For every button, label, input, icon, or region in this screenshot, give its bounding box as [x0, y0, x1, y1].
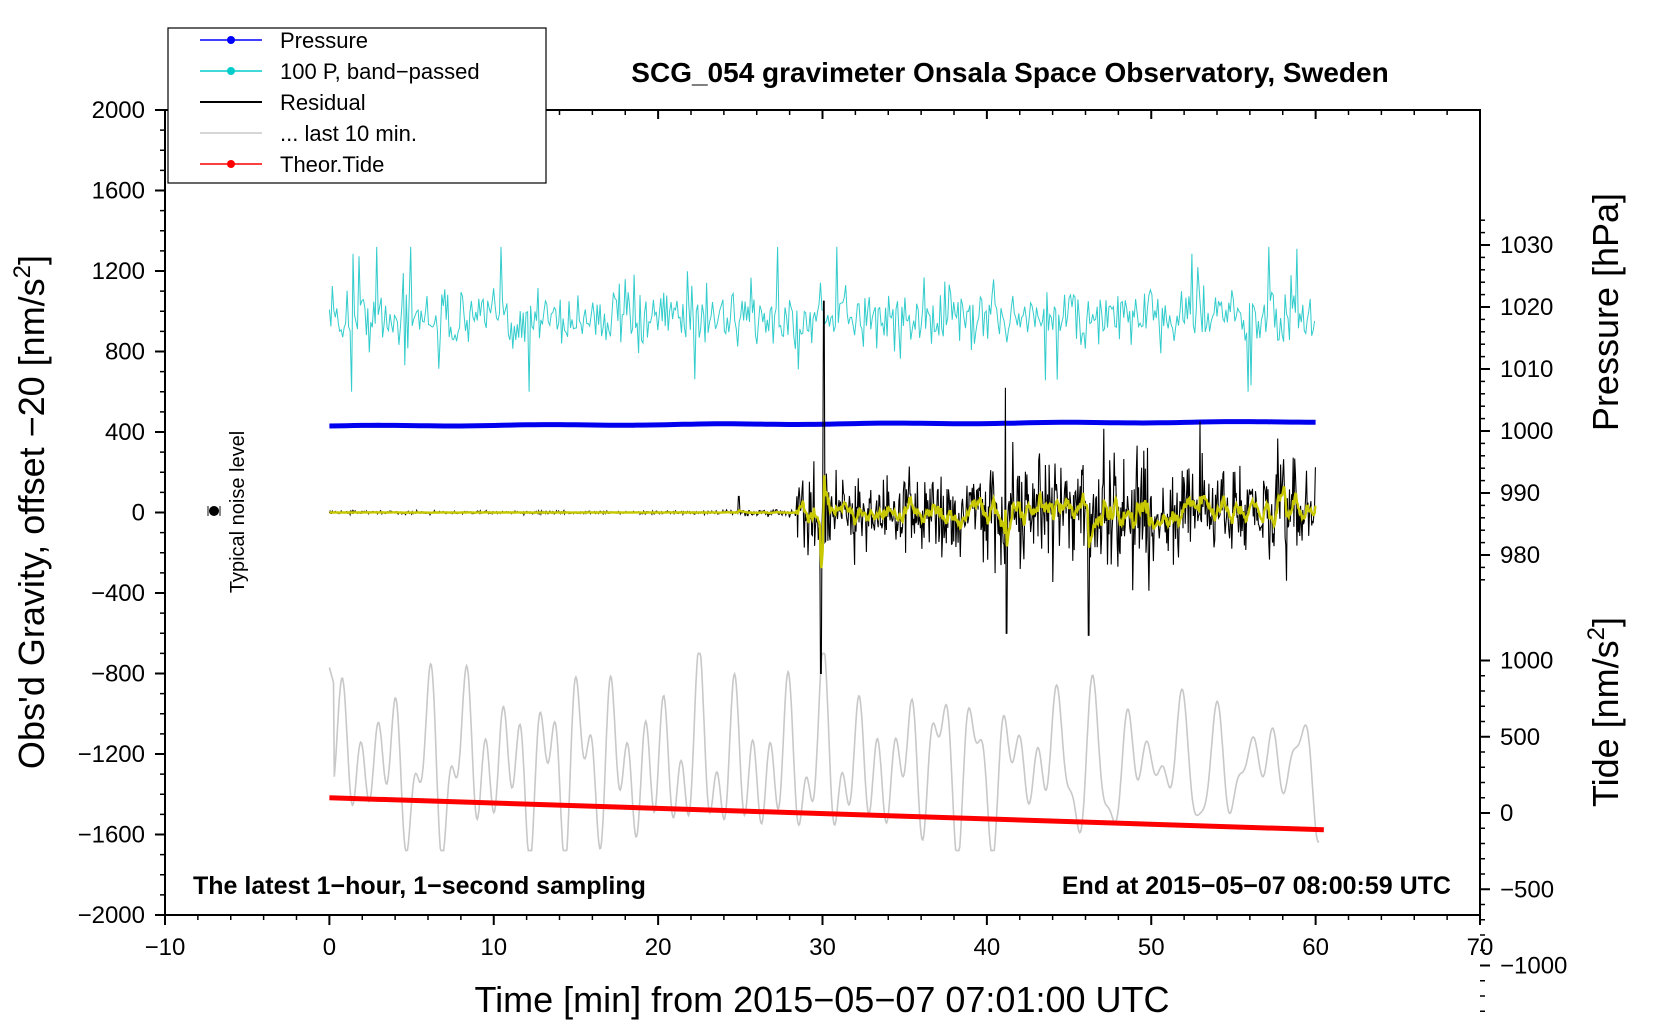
y-tick-label: −400 — [91, 580, 145, 607]
legend-marker — [227, 160, 235, 168]
series-residual — [328, 300, 1316, 675]
legend-label: 100 P, band−passed — [280, 59, 480, 84]
chart-title: SCG_054 gravimeter Onsala Space Observat… — [631, 57, 1388, 88]
x-tick-label: 40 — [974, 934, 1001, 961]
y-tick-label: 800 — [105, 339, 145, 366]
series-residual-smoothed — [329, 475, 1317, 569]
y-tick-label: −1200 — [78, 741, 145, 768]
y-axis-label-tide-main: Tide [nm/s — [1585, 640, 1626, 807]
annotation-end-time: End at 2015−05−07 08:00:59 UTC — [1062, 872, 1451, 900]
x-tick-label: 10 — [480, 934, 507, 961]
pressure-tick-label: 1010 — [1500, 356, 1553, 383]
tide-tick-label: 0 — [1500, 800, 1513, 827]
legend-label: Theor.Tide — [280, 152, 384, 177]
legend-label: ... last 10 min. — [280, 121, 417, 146]
legend-label: Residual — [280, 90, 366, 115]
x-tick-label: −10 — [145, 934, 186, 961]
series-last-10-min — [328, 652, 1320, 852]
pressure-tick-label: 1030 — [1500, 232, 1553, 259]
noise-dot — [209, 506, 219, 516]
x-tick-label: 30 — [809, 934, 836, 961]
y-axis-label-tide-end: ] — [1585, 617, 1626, 627]
pressure-tick-label: 980 — [1500, 542, 1540, 569]
y-tick-label: −1600 — [78, 822, 145, 849]
x-tick-label: 70 — [1467, 934, 1494, 961]
y-tick-label: 400 — [105, 419, 145, 446]
pressure-tick-label: 1000 — [1500, 418, 1553, 445]
annotation-sampling: The latest 1−hour, 1−second sampling — [193, 872, 646, 900]
noise-level-marker — [207, 506, 221, 516]
x-tick-label: 60 — [1302, 934, 1329, 961]
series-layer — [328, 246, 1324, 852]
y-axis-label-left: Obs'd Gravity, offset −20 [nm/s2] — [9, 255, 52, 769]
legend: Pressure 100 P, band−passed Residual ... la… — [167, 27, 547, 184]
x-tick-label: 50 — [1138, 934, 1165, 961]
y-tick-label: 1200 — [92, 258, 145, 285]
y-axis-label-tide: Tide [nm/s2] — [1583, 617, 1626, 807]
legend-entries: Pressure 100 P, band−passed Residual ... la… — [200, 28, 480, 177]
y-axis-label-tide-sup: 2 — [1583, 627, 1610, 640]
x-tick-label: 20 — [645, 934, 672, 961]
tide-tick-label: −500 — [1500, 876, 1554, 903]
y-tick-label: −800 — [91, 661, 145, 688]
series-100p-band-passed — [328, 246, 1316, 392]
y-tick-label: 0 — [132, 500, 145, 527]
legend-marker — [227, 67, 235, 75]
y-axis-label-left-end: ] — [11, 255, 52, 265]
x-tick-label: 0 — [323, 934, 336, 961]
x-axis-label: Time [min] from 2015−05−07 07:01:00 UTC — [474, 979, 1169, 1020]
tide-tick-label: 500 — [1500, 724, 1540, 751]
ticks-layer: −10 0 10 20 30 40 50 60 702000160012008004000−40… — [78, 97, 1567, 1012]
y-tick-label: 1600 — [92, 178, 145, 205]
y-axis-label-pressure: Pressure [hPa] — [1585, 193, 1626, 431]
y-axis-label-left-sup: 2 — [9, 265, 36, 278]
pressure-tick-label: 1020 — [1500, 294, 1553, 321]
legend-marker — [227, 36, 235, 44]
tide-tick-label: 1000 — [1500, 648, 1553, 675]
y-tick-label: −2000 — [78, 902, 145, 929]
y-tick-label: 2000 — [92, 97, 145, 124]
pressure-tick-label: 990 — [1500, 480, 1540, 507]
tide-tick-label: −1000 — [1500, 953, 1567, 980]
legend-box — [167, 27, 547, 184]
series-theor-tide — [329, 795, 1324, 833]
legend-label: Pressure — [280, 28, 368, 53]
y-axis-label-left-main: Obs'd Gravity, offset −20 [nm/s — [11, 278, 52, 769]
noise-level-label: Typical noise level — [227, 431, 249, 593]
